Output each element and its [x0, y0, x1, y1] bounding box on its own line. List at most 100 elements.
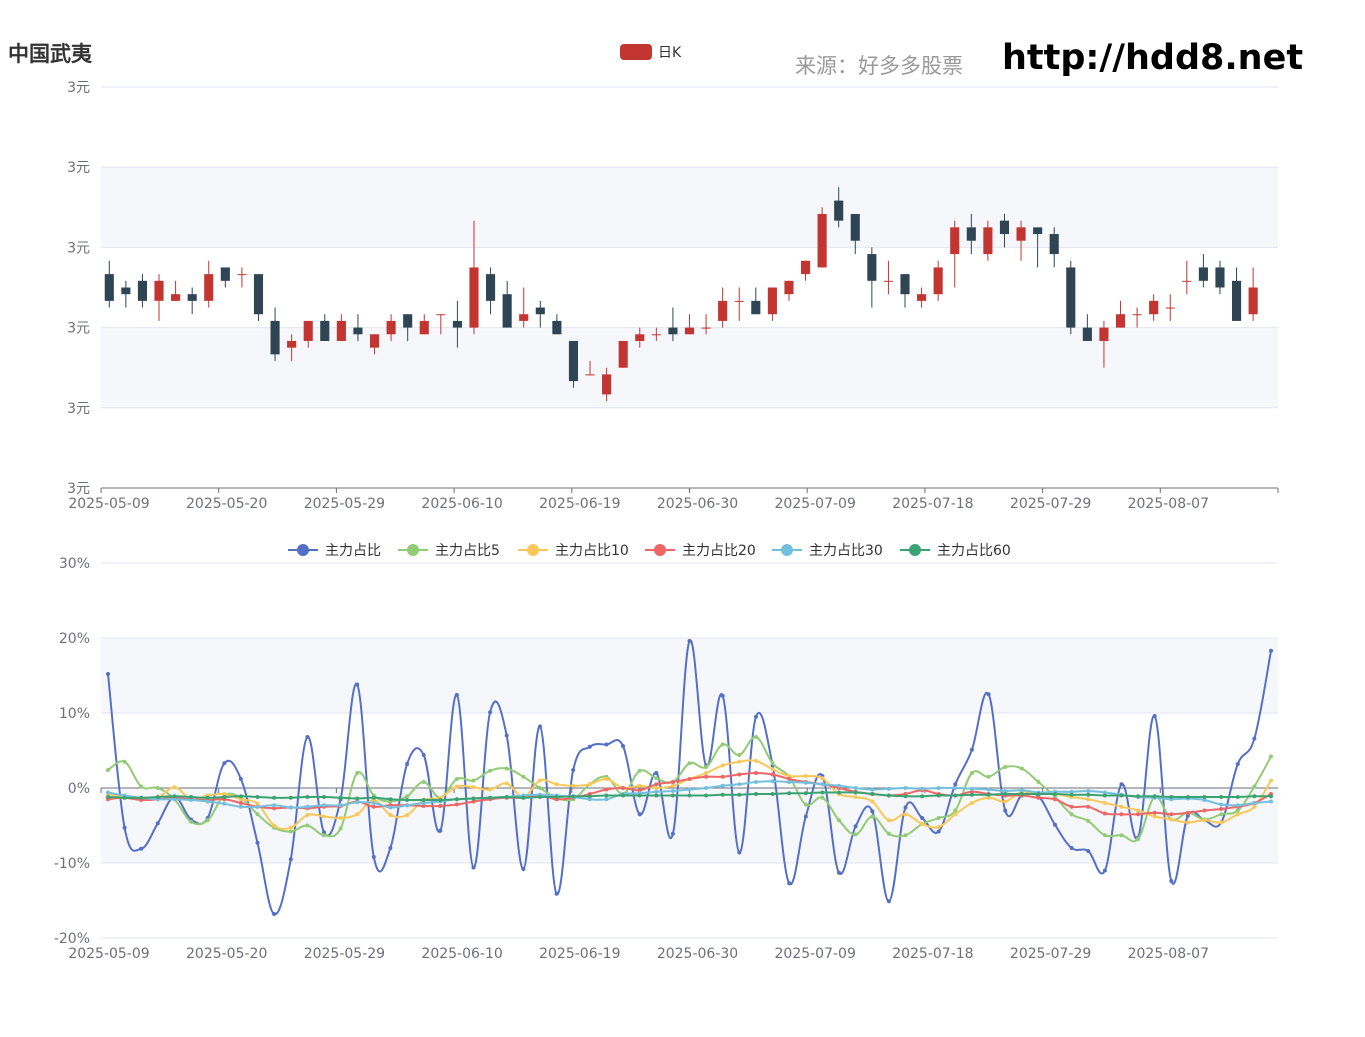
- series-point-4: [1185, 810, 1190, 815]
- series-point-3: [471, 785, 476, 790]
- series-point-1: [1086, 849, 1091, 853]
- series-point-6: [654, 793, 659, 798]
- series-point-5: [388, 805, 393, 810]
- series-point-6: [637, 793, 642, 798]
- series-point-2: [1119, 833, 1124, 838]
- kline-grid-band: [101, 327, 1278, 408]
- series-point-1: [1102, 868, 1107, 873]
- series-point-6: [139, 795, 144, 800]
- series-point-6: [521, 795, 526, 800]
- series-point-4: [1219, 807, 1224, 811]
- series-point-5: [355, 800, 360, 805]
- candle-body: [568, 340, 579, 382]
- kline-legend-swatch: [620, 44, 652, 60]
- series-point-1: [1269, 648, 1273, 653]
- candle-body: [684, 327, 695, 335]
- series-point-5: [272, 803, 277, 808]
- series-point-6: [820, 790, 825, 795]
- series-point-3: [637, 783, 642, 788]
- series-point-5: [1202, 798, 1207, 802]
- series-point-3: [255, 801, 260, 806]
- kline-y-tick-label: 3元: [67, 240, 90, 256]
- series-point-2: [837, 818, 841, 823]
- candle-body: [883, 280, 893, 282]
- series-point-3: [488, 787, 493, 792]
- series-point-3: [1235, 812, 1240, 817]
- series-point-2: [155, 786, 160, 790]
- line-y-tick-label: 10%: [59, 706, 90, 722]
- series-point-6: [538, 795, 542, 799]
- series-point-1: [870, 809, 875, 814]
- series-point-5: [803, 780, 808, 785]
- series-point-2: [189, 819, 194, 824]
- candle-body: [751, 300, 761, 315]
- site-url[interactable]: http://hdd8.net: [1002, 38, 1304, 78]
- line-x-tick-label: 2025-08-07: [1128, 946, 1209, 962]
- series-point-5: [953, 786, 958, 790]
- candle-body: [403, 314, 413, 328]
- series-point-4: [670, 780, 675, 784]
- series-point-6: [770, 792, 775, 796]
- series-point-1: [886, 899, 891, 904]
- series-point-2: [704, 765, 709, 769]
- series-point-6: [222, 795, 227, 799]
- series-point-3: [554, 782, 559, 787]
- series-point-4: [687, 777, 692, 781]
- series-point-6: [322, 795, 326, 799]
- kline-x-tick-label: 2025-07-09: [775, 496, 856, 512]
- series-point-6: [1152, 794, 1157, 799]
- candle-body: [701, 327, 711, 329]
- series-point-5: [1003, 789, 1008, 793]
- series-point-4: [1202, 808, 1207, 813]
- line-x-tick-label: 2025-05-29: [304, 946, 385, 962]
- candle-body: [320, 320, 330, 341]
- series-point-3: [820, 776, 825, 781]
- series-point-1: [953, 782, 958, 787]
- series-point-2: [803, 802, 808, 807]
- series-point-4: [454, 802, 459, 807]
- series-point-3: [1219, 820, 1224, 825]
- series-point-2: [1102, 833, 1107, 838]
- candle-body: [369, 334, 380, 348]
- series-point-1: [1252, 736, 1257, 741]
- series-point-5: [1086, 789, 1091, 793]
- series-point-3: [654, 786, 659, 790]
- candle-body: [850, 213, 860, 241]
- series-point-1: [920, 816, 925, 820]
- series-point-1: [371, 855, 376, 859]
- candle-body: [552, 320, 562, 335]
- series-point-1: [222, 761, 227, 766]
- series-point-2: [1136, 837, 1141, 841]
- series-point-6: [1219, 795, 1224, 799]
- line-x-tick-label: 2025-07-09: [775, 946, 856, 962]
- kline-x-tick-label: 2025-06-30: [657, 496, 738, 512]
- kline-y-tick-label: 3元: [67, 481, 90, 497]
- line-legend-label: 主力占比60: [937, 543, 1011, 559]
- candle-body: [353, 327, 363, 335]
- line-legend-label: 主力占比: [325, 543, 381, 559]
- series-point-6: [338, 795, 343, 800]
- candle-body: [668, 327, 678, 335]
- kline-y-tick-label: 3元: [67, 321, 90, 337]
- series-point-1: [604, 742, 609, 747]
- kline-grid-band: [101, 167, 1278, 248]
- series-point-1: [654, 771, 659, 775]
- series-point-5: [106, 790, 110, 795]
- series-point-3: [853, 795, 858, 799]
- candle-body: [1066, 267, 1076, 328]
- kline-x-tick-label: 2025-06-19: [539, 496, 620, 512]
- candle-body: [303, 320, 313, 341]
- series-point-3: [238, 797, 243, 802]
- candle-body: [220, 267, 230, 281]
- series-point-6: [172, 794, 177, 799]
- candle-body: [834, 200, 844, 221]
- series-point-6: [421, 798, 426, 802]
- candle-body: [1082, 327, 1092, 341]
- series-point-1: [670, 831, 675, 836]
- series-point-3: [704, 771, 709, 775]
- kline-y-tick-label: 3元: [67, 160, 90, 176]
- series-point-3: [305, 813, 310, 817]
- candle-body: [1248, 287, 1258, 315]
- series-point-1: [587, 744, 592, 749]
- line-legend-label: 主力占比20: [682, 543, 756, 559]
